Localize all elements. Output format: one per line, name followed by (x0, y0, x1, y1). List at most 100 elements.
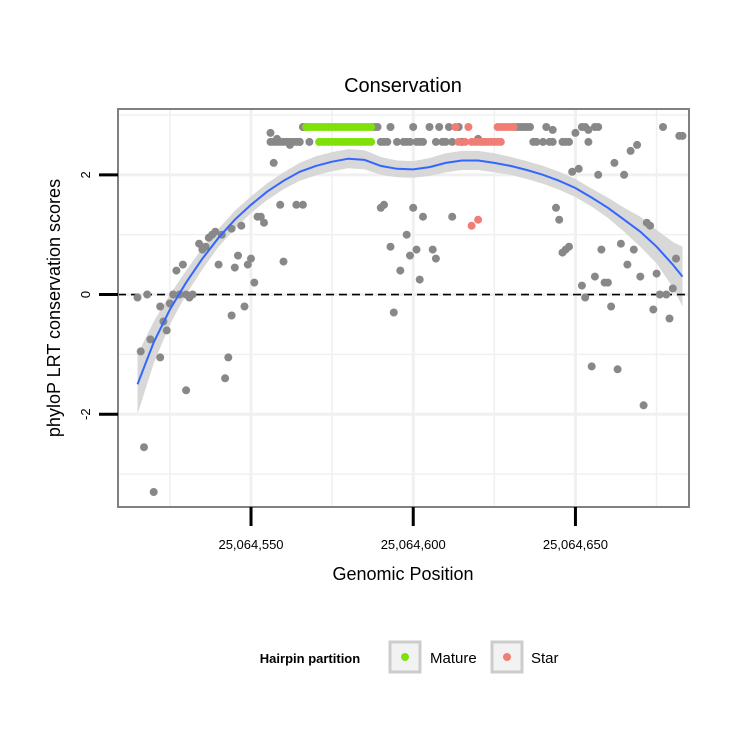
data-point-other (269, 158, 278, 167)
x-tick-label: 25,064,550 (218, 537, 283, 552)
data-point-other (406, 137, 414, 146)
data-point-other (616, 239, 625, 248)
data-point-other (620, 170, 629, 179)
data-point-other (633, 140, 642, 149)
data-point-other (243, 260, 252, 269)
data-point-other (597, 245, 606, 254)
data-point-other (629, 245, 638, 254)
data-point-other (532, 137, 541, 146)
data-point-other (623, 260, 632, 269)
data-point-other (224, 353, 233, 362)
data-point-other (247, 254, 255, 263)
data-point-other (548, 125, 557, 134)
legend-label-star: Star (531, 650, 559, 667)
data-point-other (603, 278, 612, 287)
data-point-other (594, 123, 603, 131)
data-point-other (626, 146, 635, 155)
data-point-mature (367, 123, 376, 131)
data-point-star (509, 123, 518, 131)
x-tick-label: 25,064,600 (381, 537, 446, 552)
data-point-other (140, 443, 148, 452)
data-point-other (425, 123, 434, 131)
data-point-other (665, 314, 674, 323)
data-point-other (250, 278, 259, 287)
data-point-other (571, 128, 580, 137)
x-axis-label: Genomic Position (332, 564, 473, 584)
data-point-other (435, 123, 444, 131)
data-point-other (389, 308, 398, 317)
data-point-other (373, 123, 382, 131)
data-point-other (444, 123, 453, 131)
data-point-other (542, 123, 551, 131)
data-point-other (149, 488, 158, 496)
data-point-other (548, 137, 557, 146)
data-point-other (419, 137, 427, 146)
y-axis-label: phyloP LRT conservation scores (44, 179, 64, 437)
legend-label-mature: Mature (430, 650, 477, 667)
data-point-other (607, 302, 616, 311)
data-point-other (668, 284, 677, 293)
data-point-other (402, 230, 411, 239)
data-point-other (214, 260, 223, 269)
data-point-other (169, 290, 178, 299)
data-point-other (396, 266, 405, 275)
data-point-other (240, 302, 249, 311)
data-point-other (172, 266, 181, 275)
data-point-other (305, 137, 314, 146)
data-point-other (380, 200, 388, 209)
data-point-other (555, 215, 564, 224)
data-point-other (581, 293, 590, 302)
data-point-star (464, 123, 473, 131)
data-point-other (565, 137, 573, 146)
data-point-other (276, 200, 285, 209)
data-point-other (211, 227, 220, 236)
data-point-other (230, 263, 239, 272)
axes: 25,064,550 25,064,600 25,064,650 -2 0 2 (78, 171, 608, 552)
data-point-other (539, 137, 547, 146)
data-point-other (659, 123, 667, 131)
data-point-other (584, 137, 593, 146)
data-point-other (182, 386, 191, 395)
y-tick-label: 0 (78, 291, 93, 298)
smooth-trend-line (136, 157, 684, 385)
data-point-other (386, 242, 395, 251)
data-point-other (646, 221, 655, 230)
data-point-other (431, 137, 440, 146)
plot-panel-border (117, 108, 690, 508)
data-point-other (581, 123, 590, 131)
data-point-other (655, 290, 664, 299)
legend: Hairpin partition Mature Star (260, 640, 559, 674)
data-point-other (133, 293, 142, 302)
data-point-other (409, 123, 418, 131)
legend-key-mature (401, 653, 409, 661)
data-point-other (201, 242, 210, 251)
data-point-other (610, 158, 619, 167)
data-point-star (461, 137, 470, 146)
data-point-star (451, 123, 460, 131)
data-point-other (652, 269, 661, 278)
data-point-other (292, 200, 301, 209)
data-point-other (672, 254, 680, 263)
data-point-other (221, 374, 230, 383)
data-point-other (649, 305, 658, 314)
data-point-other (574, 164, 583, 173)
data-point-other (279, 257, 288, 266)
data-point-other (156, 302, 165, 311)
data-point-other (295, 137, 304, 146)
data-point-other (441, 137, 450, 146)
data-point-other (195, 239, 204, 248)
data-point-other (613, 365, 622, 374)
data-point-other (594, 170, 603, 179)
data-point-other (146, 335, 155, 344)
data-point-other (260, 218, 268, 227)
chart-title: Conservation (344, 75, 462, 97)
data-point-other (188, 290, 197, 299)
data-point-other (237, 221, 246, 230)
data-point-other (526, 123, 534, 131)
data-point-other (386, 123, 395, 131)
data-point-other (419, 212, 427, 221)
data-point-star (454, 137, 463, 146)
y-tick-label: -2 (78, 408, 93, 420)
data-point-other (227, 311, 236, 320)
